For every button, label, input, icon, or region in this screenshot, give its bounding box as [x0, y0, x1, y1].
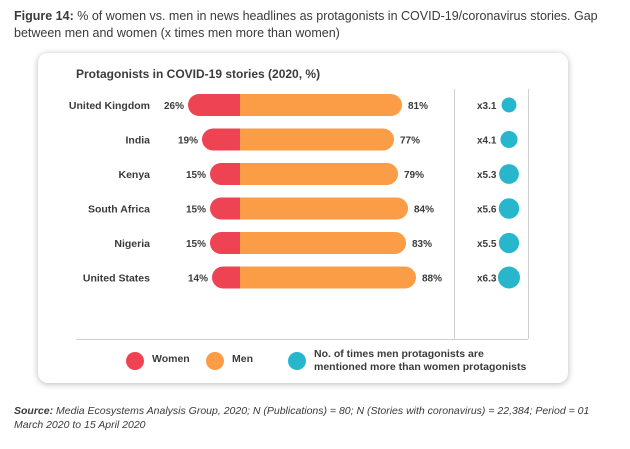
category-label: India	[125, 135, 150, 147]
divider-bottom	[76, 339, 528, 340]
data-label-men: 79%	[404, 170, 424, 181]
bar-men	[240, 94, 402, 116]
data-label-men: 84%	[414, 205, 434, 216]
ratio-dot	[501, 97, 517, 113]
legend-ratio-label: No. of times men protagonists are mentio…	[314, 348, 527, 373]
data-label-women: 15%	[186, 170, 206, 181]
category-label: South Africa	[88, 204, 150, 216]
ratio-label: x6.3	[477, 274, 497, 285]
ratio-dot	[498, 266, 520, 289]
ratio-dot	[500, 130, 518, 149]
data-label-women: 15%	[186, 205, 206, 216]
legend-men-swatch	[206, 352, 224, 370]
bar-men	[240, 163, 398, 185]
legend-men-label: Men	[232, 353, 253, 365]
data-label-women: 15%	[186, 239, 206, 250]
bar-women	[202, 128, 240, 151]
category-label: United Kingdom	[69, 100, 150, 112]
legend-ratio-swatch	[288, 352, 306, 370]
ratio-label: x5.6	[477, 205, 497, 216]
data-label-men: 77%	[400, 136, 420, 147]
category-label: United States	[83, 273, 150, 285]
category-label: Nigeria	[114, 238, 150, 250]
ratio-label: x5.5	[477, 239, 497, 250]
bar-women	[210, 163, 240, 185]
chart-card: Protagonists in COVID-19 stories (2020, …	[38, 53, 568, 383]
bar-men	[240, 266, 416, 289]
source-text: Media Ecosystems Analysis Group, 2020; N…	[14, 405, 590, 431]
data-label-men: 88%	[422, 274, 442, 285]
source-note: Source: Media Ecosystems Analysis Group,…	[14, 404, 618, 432]
bar-men	[240, 197, 408, 220]
legend-women-swatch	[126, 352, 144, 370]
bar-men	[240, 128, 395, 151]
category-label: Kenya	[118, 169, 150, 181]
legend-women-label: Women	[152, 353, 190, 365]
bar-men	[240, 232, 406, 254]
data-label-women: 26%	[164, 101, 184, 112]
data-label-men: 81%	[408, 101, 428, 112]
data-label-men: 83%	[412, 239, 432, 250]
bar-women	[210, 197, 240, 220]
ratio-label: x4.1	[477, 136, 497, 147]
ratio-dot	[498, 198, 520, 219]
bar-women	[188, 94, 240, 116]
divider-right	[528, 89, 529, 339]
bar-women	[212, 266, 240, 289]
chart-title: Protagonists in COVID-19 stories (2020, …	[76, 67, 321, 81]
chart-plot: United Kingdom 26% 81% x3.1 India 19% 77% x4.1 K…	[69, 94, 520, 289]
divider-left	[454, 89, 455, 339]
source-label: Source:	[14, 405, 54, 417]
figure-caption-text: % of women vs. men in news headlines as …	[14, 9, 598, 40]
legend-ratio: No. of times men protagonists are mentio…	[288, 348, 538, 373]
data-label-women: 19%	[178, 136, 198, 147]
ratio-label: x5.3	[477, 170, 497, 181]
bar-women	[210, 232, 240, 254]
ratio-dot	[498, 232, 520, 254]
figure-caption: Figure 14: % of women vs. men in news he…	[14, 8, 618, 42]
data-label-women: 14%	[188, 274, 208, 285]
figure-label: Figure 14:	[14, 9, 74, 23]
ratio-label: x3.1	[477, 101, 497, 112]
ratio-dot	[499, 164, 519, 184]
